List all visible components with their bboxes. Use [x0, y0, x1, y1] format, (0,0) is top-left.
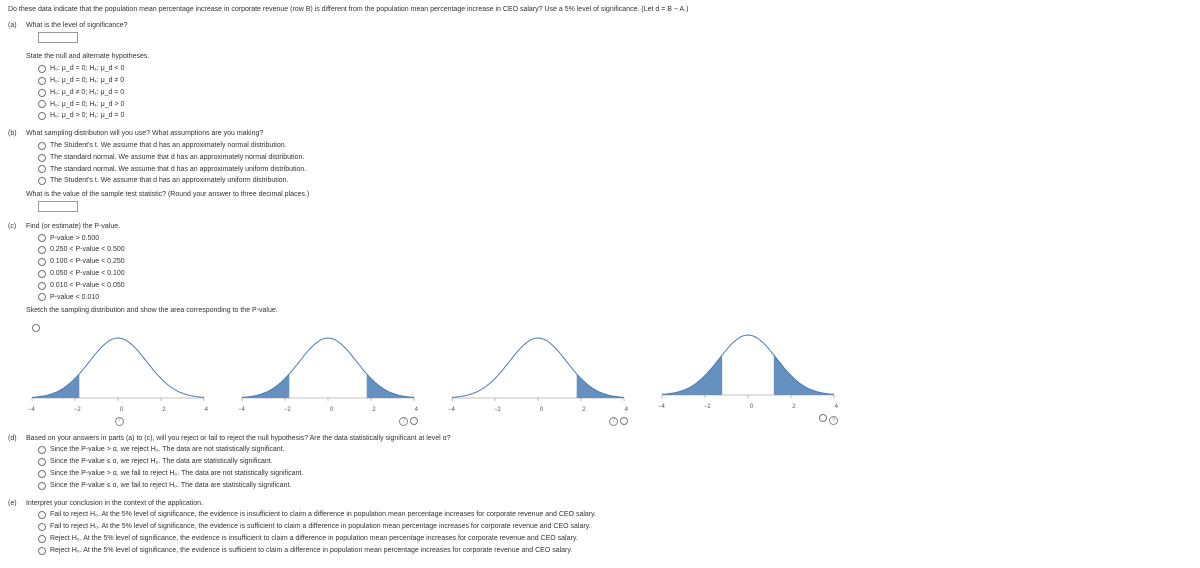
- part-b-q1: What sampling distribution will you use?…: [26, 129, 1190, 139]
- part-a-q2: State the null and alternate hypotheses.: [26, 52, 1190, 62]
- graph-2-axis: −4−2024: [238, 406, 418, 414]
- part-c-label: (c): [8, 222, 24, 232]
- question-intro: Do these data indicate that the populati…: [8, 5, 1192, 15]
- graph-1-svg: [28, 334, 208, 404]
- graph-2: −4−2024 ?: [238, 334, 418, 425]
- a-opt-0-label: H₀: μ_d = 0; H₁: μ_d < 0: [50, 64, 124, 74]
- graph-4: −4−2024 ?: [658, 331, 838, 425]
- b-opt-0[interactable]: The Student's t. We assume that d has an…: [38, 141, 1190, 151]
- b-opt-1-label: The standard normal. We assume that d ha…: [50, 153, 304, 163]
- d-opt-0-label: Since the P-value > α, we reject H₀. The…: [50, 445, 285, 455]
- c-opt-1-label: 0.250 < P-value < 0.500: [50, 245, 125, 255]
- part-d-label: (d): [8, 434, 24, 444]
- d-opt-1[interactable]: Since the P-value ≤ α, we reject H₀. The…: [38, 457, 1190, 467]
- c-opt-3[interactable]: 0.050 < P-value < 0.100: [38, 269, 1190, 279]
- a-opt-3-label: H₀: μ_d = 0; H₁: μ_d > 0: [50, 100, 124, 110]
- part-c: (c) Find (or estimate) the P-value. P-va…: [8, 222, 1192, 316]
- c-opt-5[interactable]: P-value < 0.010: [38, 293, 1190, 303]
- part-a-label: (a): [8, 21, 24, 31]
- d-opt-1-label: Since the P-value ≤ α, we reject H₀. The…: [50, 457, 273, 467]
- help-icon[interactable]: ?: [829, 416, 838, 425]
- part-c-q1: Find (or estimate) the P-value.: [26, 222, 1190, 232]
- graph-1-axis: −4−2024: [28, 406, 208, 414]
- c-opt-5-label: P-value < 0.010: [50, 293, 99, 303]
- part-e-q1: Interpret your conclusion in the context…: [26, 499, 1190, 509]
- part-e-label: (e): [8, 499, 24, 509]
- part-d: (d) Based on your answers in parts (a) t…: [8, 434, 1192, 493]
- d-opt-2-label: Since the P-value > α, we fail to reject…: [50, 469, 303, 479]
- d-opt-2[interactable]: Since the P-value > α, we fail to reject…: [38, 469, 1190, 479]
- b-opt-3-label: The Student's t. We assume that d has an…: [50, 176, 289, 186]
- a-opt-2[interactable]: H₀: μ_d ≠ 0; H₁: μ_d = 0: [38, 88, 1190, 98]
- help-icon[interactable]: ?: [609, 417, 618, 426]
- graph-2-svg: [238, 334, 418, 404]
- graph-3-axis: −4−2024: [448, 406, 628, 414]
- e-opt-1[interactable]: Fail to reject H₀. At the 5% level of si…: [38, 522, 1190, 532]
- graph-3-svg: [448, 334, 628, 404]
- part-b-q2: What is the value of the sample test sta…: [26, 190, 1190, 200]
- e-opt-2-label: Reject H₀. At the 5% level of significan…: [50, 534, 578, 544]
- a-opt-3[interactable]: H₀: μ_d = 0; H₁: μ_d > 0: [38, 100, 1190, 110]
- e-opt-3[interactable]: Reject H₀. At the 5% level of significan…: [38, 546, 1190, 556]
- graph-1-radio[interactable]: [32, 324, 40, 332]
- significance-input[interactable]: [38, 32, 78, 43]
- graph-2-radio[interactable]: [410, 417, 418, 425]
- c-opt-0-label: P-value > 0.500: [50, 234, 99, 244]
- b-opt-2-label: The standard normal. We assume that d ha…: [50, 165, 306, 175]
- e-opt-0-label: Fail to reject H₀. At the 5% level of si…: [50, 510, 596, 520]
- graph-4-radio[interactable]: [819, 414, 827, 422]
- e-opt-0[interactable]: Fail to reject H₀. At the 5% level of si…: [38, 510, 1190, 520]
- c-opt-4[interactable]: 0.010 < P-value < 0.050: [38, 281, 1190, 291]
- help-icon[interactable]: ?: [399, 417, 408, 426]
- part-b-label: (b): [8, 129, 24, 139]
- a-opt-1[interactable]: H₀: μ_d = 0; H₁: μ_d ≠ 0: [38, 76, 1190, 86]
- d-opt-3-label: Since the P-value ≤ α, we fail to reject…: [50, 481, 291, 491]
- part-e: (e) Interpret your conclusion in the con…: [8, 499, 1192, 558]
- e-opt-3-label: Reject H₀. At the 5% level of significan…: [50, 546, 572, 556]
- c-opt-3-label: 0.050 < P-value < 0.100: [50, 269, 125, 279]
- graph-4-svg: [658, 331, 838, 401]
- help-icon[interactable]: ?: [115, 417, 124, 426]
- part-d-q1: Based on your answers in parts (a) to (c…: [26, 434, 1190, 444]
- c-opt-4-label: 0.010 < P-value < 0.050: [50, 281, 125, 291]
- e-opt-1-label: Fail to reject H₀. At the 5% level of si…: [50, 522, 591, 532]
- part-a-q1: What is the level of significance?: [26, 21, 1190, 31]
- graph-1: −4−2024 ?: [28, 324, 208, 425]
- c-opt-0[interactable]: P-value > 0.500: [38, 234, 1190, 244]
- b-opt-0-label: The Student's t. We assume that d has an…: [50, 141, 287, 151]
- d-opt-0[interactable]: Since the P-value > α, we reject H₀. The…: [38, 445, 1190, 455]
- b-opt-2[interactable]: The standard normal. We assume that d ha…: [38, 165, 1190, 175]
- d-opt-3[interactable]: Since the P-value ≤ α, we fail to reject…: [38, 481, 1190, 491]
- graph-4-axis: −4−2024: [658, 403, 838, 411]
- b-opt-3[interactable]: The Student's t. We assume that d has an…: [38, 176, 1190, 186]
- a-opt-4-label: H₀: μ_d > 0; H₁: μ_d = 0: [50, 111, 124, 121]
- part-a: (a) What is the level of significance? S…: [8, 21, 1192, 123]
- part-b: (b) What sampling distribution will you …: [8, 129, 1192, 216]
- part-c-q2: Sketch the sampling distribution and sho…: [26, 306, 1190, 316]
- graph-3-radio[interactable]: [620, 417, 628, 425]
- a-opt-4[interactable]: H₀: μ_d > 0; H₁: μ_d = 0: [38, 111, 1190, 121]
- graphs-row: −4−2024 ? −4−2024 ? −4−2024 ? −4−2024 ?: [28, 324, 1192, 425]
- b-opt-1[interactable]: The standard normal. We assume that d ha…: [38, 153, 1190, 163]
- graph-3: −4−2024 ?: [448, 334, 628, 425]
- e-opt-2[interactable]: Reject H₀. At the 5% level of significan…: [38, 534, 1190, 544]
- a-opt-1-label: H₀: μ_d = 0; H₁: μ_d ≠ 0: [50, 76, 124, 86]
- c-opt-1[interactable]: 0.250 < P-value < 0.500: [38, 245, 1190, 255]
- a-opt-0[interactable]: H₀: μ_d = 0; H₁: μ_d < 0: [38, 64, 1190, 74]
- a-opt-2-label: H₀: μ_d ≠ 0; H₁: μ_d = 0: [50, 88, 124, 98]
- c-opt-2[interactable]: 0.100 < P-value < 0.250: [38, 257, 1190, 267]
- c-opt-2-label: 0.100 < P-value < 0.250: [50, 257, 125, 267]
- test-stat-input[interactable]: [38, 201, 78, 212]
